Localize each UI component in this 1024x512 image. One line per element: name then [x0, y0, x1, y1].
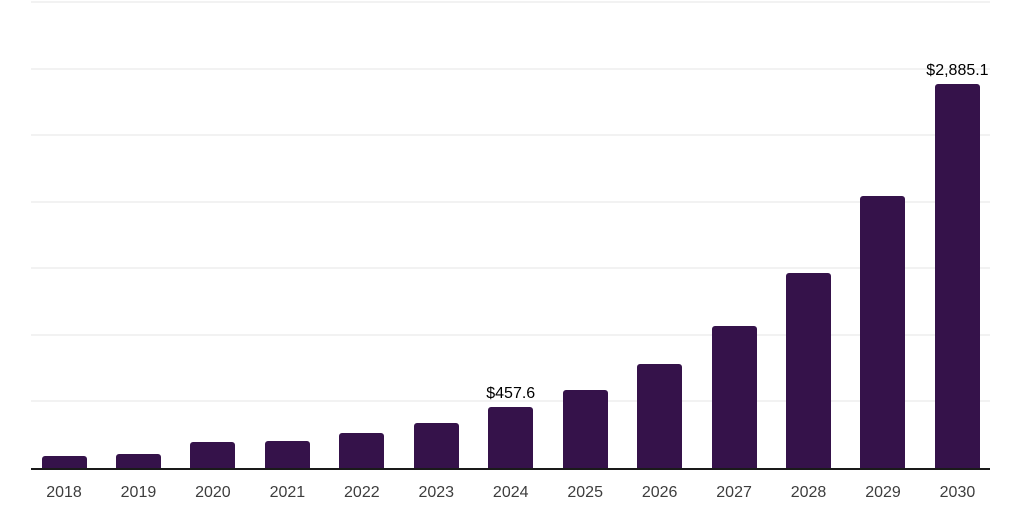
bar-2020[interactable]	[190, 441, 236, 468]
x-axis-label-2026: 2026	[641, 484, 678, 501]
x-axis-label-2019: 2019	[120, 484, 157, 501]
gridline	[31, 134, 990, 137]
gridline	[31, 67, 990, 70]
x-axis-line	[31, 468, 990, 470]
bar-2021[interactable]	[264, 440, 310, 468]
bar-2030[interactable]: $2,885.1	[926, 62, 989, 468]
x-axis-label-2025: 2025	[567, 484, 603, 501]
bar-2024[interactable]: $457.6	[486, 385, 535, 468]
bar-value-label-2030: $2,885.1	[926, 61, 989, 79]
x-axis-label-2021: 2021	[269, 484, 306, 501]
bar-2027[interactable]	[711, 325, 757, 468]
x-axis-labels: 2018 2019 2020 2021 2022 2023 2024 2025 2026 2027…	[42, 484, 981, 502]
x-axis-label-2029: 2029	[865, 484, 901, 501]
x-axis-label-2028: 2028	[790, 484, 827, 501]
bar-2025[interactable]	[562, 390, 608, 468]
gridline	[31, 267, 990, 270]
gridline	[31, 400, 990, 403]
x-axis-label-2018: 2018	[46, 484, 82, 501]
gridline	[31, 1, 990, 3]
x-axis-label-2030: 2030	[939, 484, 976, 501]
bar-2018[interactable]	[41, 456, 87, 468]
bar-value-label-2024: $457.6	[486, 385, 536, 403]
bar-2026[interactable]	[637, 364, 683, 468]
x-axis-label-2027: 2027	[716, 484, 752, 501]
bar-2028[interactable]	[786, 272, 832, 468]
x-axis-label-2023: 2023	[418, 484, 455, 501]
gridline	[31, 333, 990, 336]
x-axis-label-2020: 2020	[195, 484, 231, 501]
x-axis-label-2024: 2024	[492, 484, 529, 501]
bars-row: $457.6 $2,885.1	[41, 2, 989, 468]
bar-2019[interactable]	[115, 453, 161, 468]
x-axis-label-2022: 2022	[344, 484, 380, 501]
bar-2022[interactable]	[339, 432, 385, 468]
bar-2029[interactable]	[860, 195, 906, 468]
bar-2023[interactable]	[413, 422, 459, 468]
plot-area	[31, 1, 990, 468]
gridline	[31, 200, 990, 203]
